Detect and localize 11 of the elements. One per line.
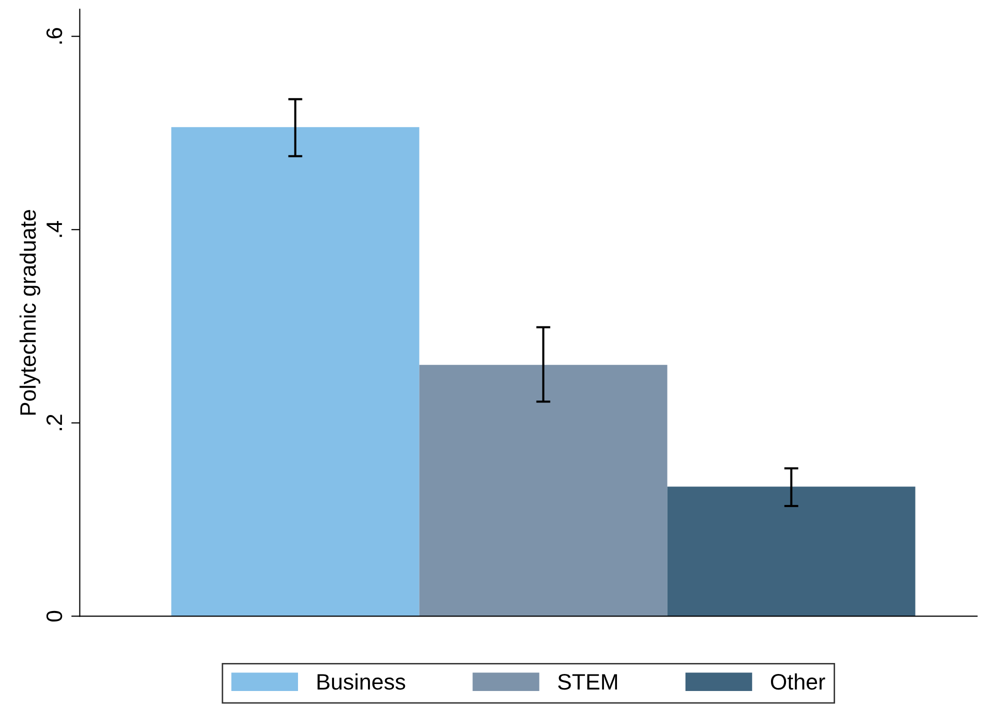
legend-label: Other: [770, 673, 826, 690]
bar: [667, 486, 916, 616]
y-axis-title: Polytechnic graduate: [20, 210, 40, 415]
y-tick-label: .4: [46, 221, 62, 237]
y-tick-label: .6: [46, 28, 62, 44]
y-tick-label: 0: [46, 610, 62, 622]
legend-label: STEM: [558, 674, 617, 690]
bar: [419, 364, 668, 616]
y-tick-label: .2: [46, 414, 62, 430]
legend-label: Business: [318, 673, 406, 690]
bar: [171, 127, 420, 616]
